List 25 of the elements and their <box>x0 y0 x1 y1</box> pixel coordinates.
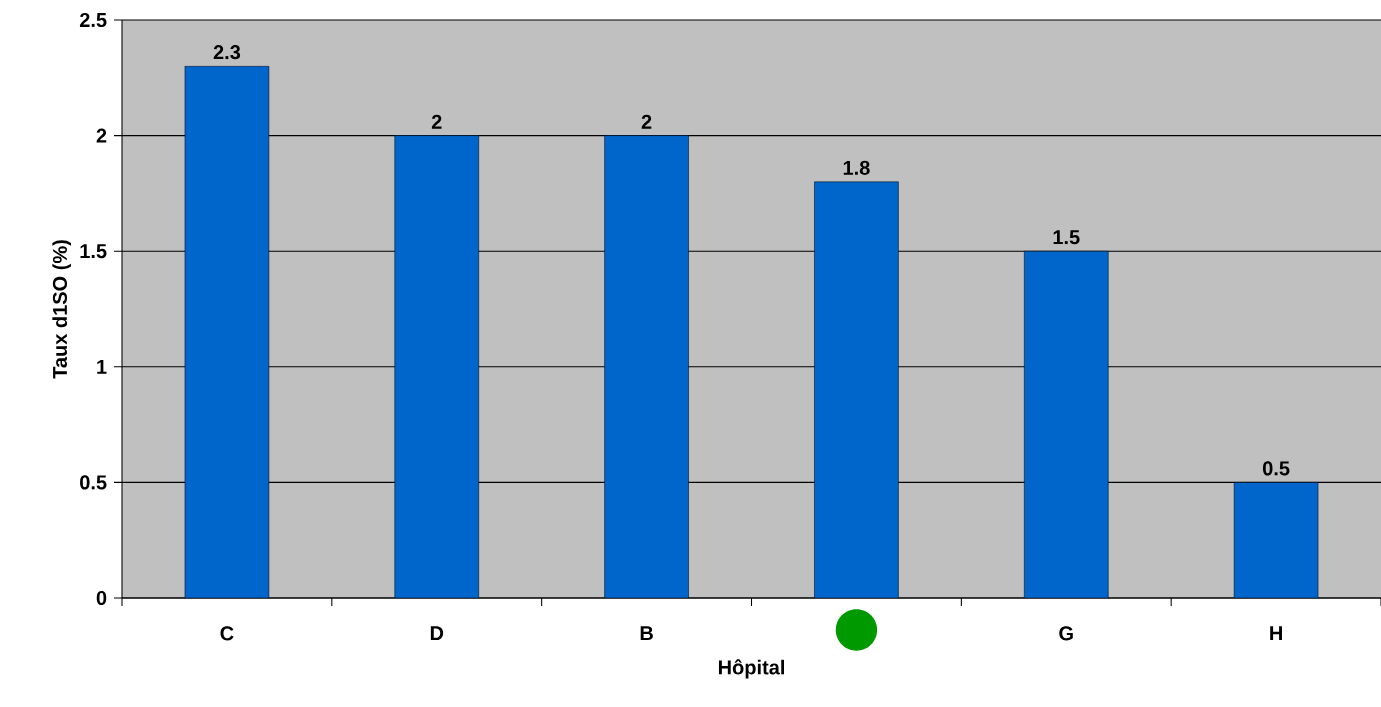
x-tick-label: H <box>1270 626 1282 641</box>
data-label: 1.8 <box>843 160 870 175</box>
data-label: 2.3 <box>213 45 241 60</box>
bar <box>1233 482 1319 598</box>
data-label: 0.5 <box>1262 461 1290 476</box>
y-axis-title: Taux d1SO (%) <box>52 240 71 379</box>
y-tick-label: 0 <box>96 590 107 606</box>
data-label: 2 <box>641 114 652 129</box>
data-label: 2 <box>431 114 442 129</box>
y-tick-label: 2.5 <box>79 12 107 28</box>
bar <box>394 135 479 598</box>
y-tick-label: 1.5 <box>80 244 107 259</box>
data-label: 1.5 <box>1053 230 1080 245</box>
bar <box>604 135 689 598</box>
x-tick-label: C <box>220 626 234 641</box>
y-tick-label: 2 <box>96 128 107 143</box>
x-tick-label: G <box>1059 626 1073 641</box>
y-tick-label: 0.5 <box>80 475 107 490</box>
x-tick-label: B <box>640 626 653 641</box>
bar <box>184 65 270 598</box>
y-tick-label: 1 <box>97 359 107 374</box>
x-tick-label: D <box>430 626 444 641</box>
bar <box>1024 250 1109 598</box>
bar <box>814 181 899 598</box>
x-axis-title: Hôpital <box>718 659 784 679</box>
